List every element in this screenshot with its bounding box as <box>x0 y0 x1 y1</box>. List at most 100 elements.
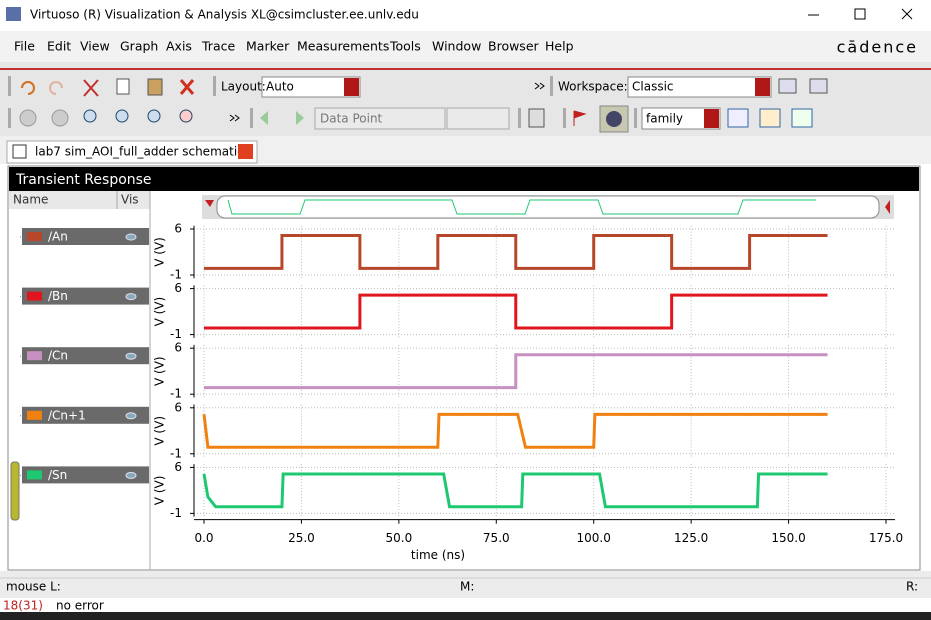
legend-swatch <box>27 410 42 420</box>
column-header: Vis <box>121 193 139 207</box>
paste-icon[interactable] <box>147 78 163 96</box>
legend-swatch <box>27 232 42 241</box>
workspace-save-icon[interactable] <box>778 78 797 94</box>
graph-icon[interactable] <box>759 108 781 128</box>
trace <box>204 234 828 270</box>
tab-label[interactable]: lab7 sim_AOI_full_adder schematic <box>35 145 244 159</box>
next-point[interactable] <box>296 111 304 125</box>
menu-item[interactable]: Marker <box>246 39 290 54</box>
legend-label[interactable]: /Bn <box>48 289 68 303</box>
legend-row[interactable] <box>22 287 149 305</box>
undo-icon[interactable] <box>21 81 35 95</box>
x-tick-label: 25.0 <box>288 531 315 545</box>
redo-icon[interactable] <box>49 81 63 95</box>
legend-row[interactable] <box>22 228 149 245</box>
tab-close[interactable] <box>238 144 253 159</box>
menu-item[interactable]: Browser <box>488 39 540 54</box>
legend-swatch <box>27 351 42 361</box>
toolbar-icons-2 <box>8 105 813 133</box>
menu-item[interactable]: Axis <box>166 39 192 54</box>
grip <box>250 108 253 128</box>
family-combo[interactable] <box>641 107 721 130</box>
family-value[interactable]: family <box>646 112 683 126</box>
legend-row[interactable] <box>22 406 149 424</box>
chevron[interactable] <box>229 114 240 122</box>
app-icon <box>6 7 21 21</box>
graph-icon[interactable] <box>791 108 813 128</box>
combo-arrow[interactable] <box>755 78 770 96</box>
menu-item[interactable]: Graph <box>120 39 158 54</box>
trace <box>202 472 828 509</box>
workspace-combo[interactable] <box>627 76 772 98</box>
y-tick-label: -1 <box>170 387 182 401</box>
x-axis-label: time (ns) <box>411 548 465 562</box>
legend-row[interactable] <box>22 347 149 365</box>
menu-item[interactable]: View <box>80 39 110 54</box>
tab[interactable] <box>6 140 258 164</box>
y-tick-label: 6 <box>174 460 182 474</box>
x-tick-label: 0.0 <box>194 531 213 545</box>
menu-item[interactable]: Trace <box>201 39 235 54</box>
data-point-combo[interactable] <box>314 107 446 130</box>
zoom-icon[interactable] <box>83 109 97 123</box>
x-tick-label: 175.0 <box>869 531 903 545</box>
grip <box>550 76 553 96</box>
panel-title-bar <box>9 167 919 191</box>
nav-forward[interactable] <box>51 109 69 127</box>
visibility-icon[interactable] <box>125 471 137 479</box>
nav-back[interactable] <box>19 109 37 127</box>
status-message: no error <box>56 599 104 613</box>
menu-item[interactable]: Help <box>545 39 574 54</box>
menu-item[interactable]: File <box>14 39 35 54</box>
zoom-out-icon[interactable] <box>147 109 161 123</box>
visibility-icon[interactable] <box>125 352 137 360</box>
graph-window <box>7 165 921 571</box>
workspace-delete-icon[interactable] <box>809 78 828 94</box>
visibility-icon[interactable] <box>125 233 137 241</box>
close-button[interactable] <box>901 8 913 20</box>
layout-combo[interactable] <box>261 76 361 98</box>
window-title: Virtuoso (R) Visualization & Analysis XL… <box>30 8 419 22</box>
legend-label[interactable]: /Cn+1 <box>48 408 86 422</box>
maximize-button[interactable] <box>854 8 866 20</box>
calculator-icon[interactable] <box>528 108 545 128</box>
info-icon <box>606 111 622 127</box>
visibility-icon[interactable] <box>125 412 137 420</box>
menu-item[interactable]: Tools <box>389 39 421 54</box>
marker-icon[interactable] <box>573 110 587 126</box>
x-tick-label: 100.0 <box>577 531 611 545</box>
delete-icon[interactable] <box>179 79 195 95</box>
scroll-right[interactable] <box>885 200 890 214</box>
workspace-value[interactable]: Classic <box>632 80 674 94</box>
legend-label[interactable]: /Cn <box>48 349 68 363</box>
scroll-left[interactable] <box>205 200 214 207</box>
cut-icon[interactable] <box>83 79 99 97</box>
visibility-icon[interactable] <box>125 293 137 301</box>
graph-icon[interactable] <box>727 108 749 128</box>
workspace-label: Workspace: <box>558 80 628 94</box>
combo-arrow[interactable] <box>344 78 359 96</box>
combo-arrow[interactable] <box>704 109 719 128</box>
y-tick-label: 6 <box>174 400 182 414</box>
chevron[interactable] <box>534 82 545 90</box>
legend-label[interactable]: /An <box>48 230 68 244</box>
legend-row[interactable] <box>22 466 149 484</box>
grip <box>563 108 566 128</box>
x-tick-label: 125.0 <box>674 531 708 545</box>
legend-label[interactable]: /Sn <box>48 468 67 482</box>
data-point-field[interactable] <box>446 107 510 130</box>
layout-value[interactable]: Auto <box>266 80 294 94</box>
copy-icon[interactable] <box>116 78 130 95</box>
zoom-fit-icon[interactable] <box>179 109 193 123</box>
data-point-value[interactable]: Data Point <box>320 112 383 126</box>
menu-item[interactable]: Edit <box>47 39 71 54</box>
menu-item[interactable]: Measurements <box>297 39 389 54</box>
trace <box>202 412 828 449</box>
zoom-in-icon[interactable] <box>115 109 129 123</box>
scroll-handle[interactable] <box>10 461 20 521</box>
overview-window[interactable] <box>216 195 880 219</box>
brand-logo: cādence <box>837 38 918 57</box>
prev-point[interactable] <box>260 111 268 125</box>
legend-swatch <box>27 470 42 480</box>
menu-item[interactable]: Window <box>432 39 481 54</box>
